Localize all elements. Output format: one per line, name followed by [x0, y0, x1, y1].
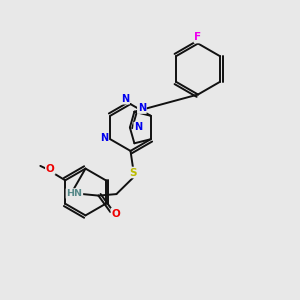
- Text: O: O: [111, 208, 120, 219]
- Text: N: N: [100, 133, 108, 143]
- Text: N: N: [138, 103, 146, 113]
- Text: HN: HN: [66, 189, 82, 198]
- Text: N: N: [134, 122, 142, 133]
- Text: O: O: [46, 164, 55, 174]
- Text: F: F: [194, 32, 202, 43]
- Text: N: N: [121, 94, 129, 104]
- Text: S: S: [129, 167, 136, 178]
